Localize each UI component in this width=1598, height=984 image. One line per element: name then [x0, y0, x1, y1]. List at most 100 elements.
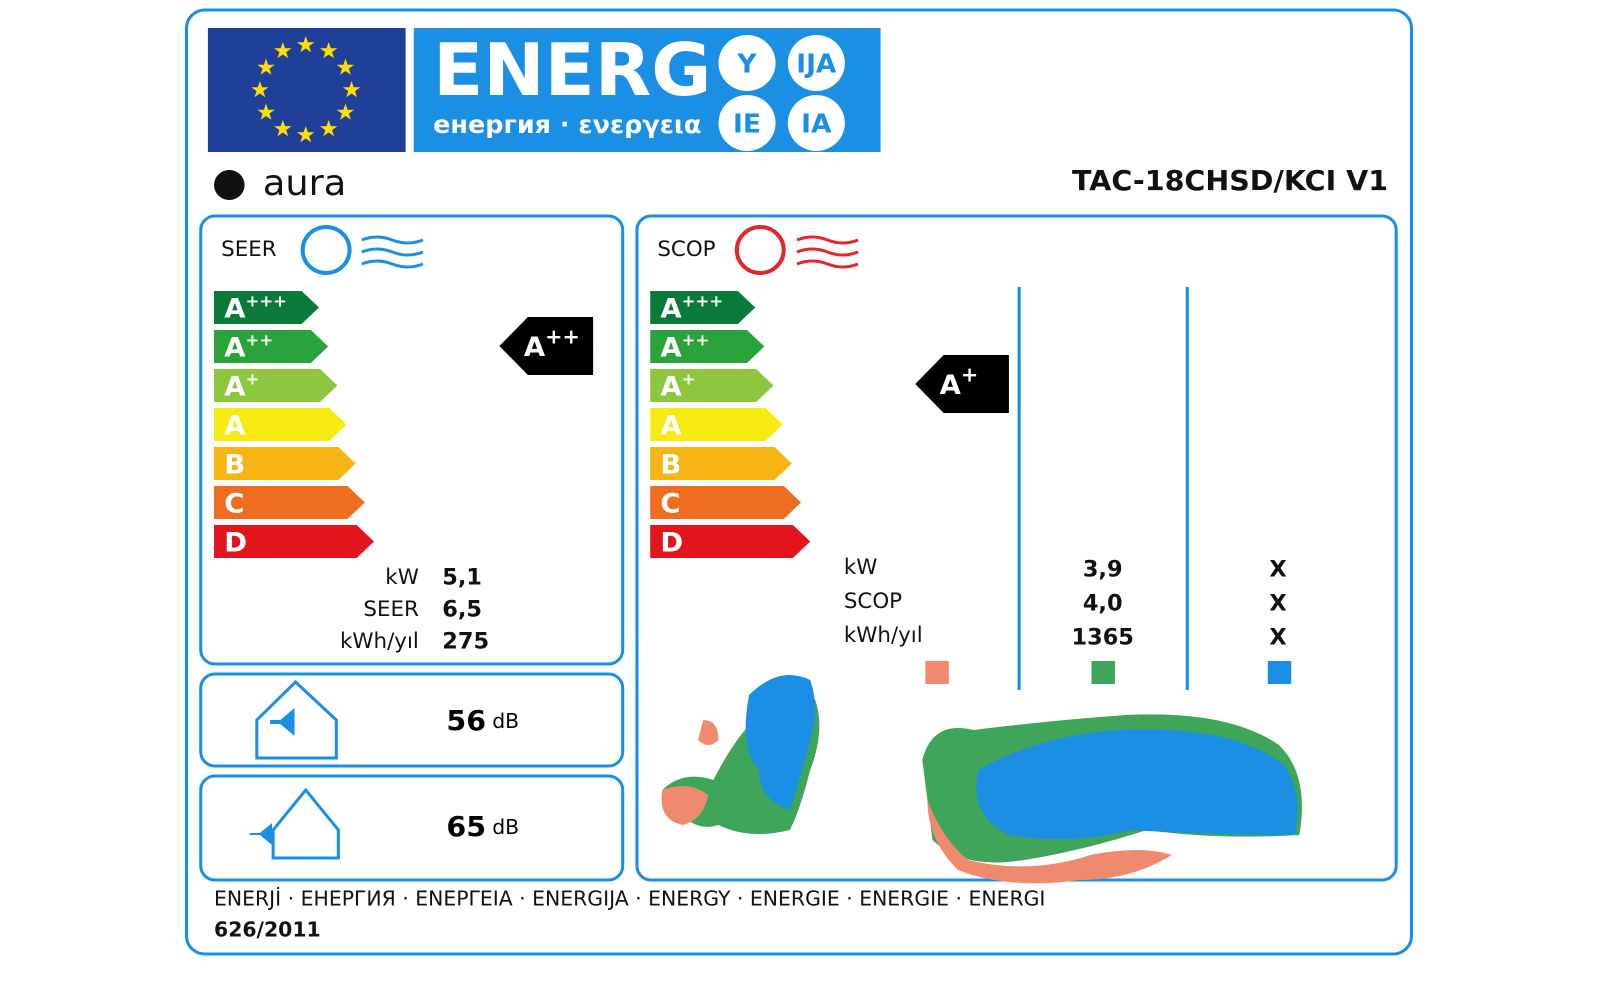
energ-subtitle: енергия · ενεργεια: [433, 110, 701, 139]
class-label: A++: [224, 330, 273, 363]
eu-star: [336, 58, 355, 75]
eu-star: [319, 42, 338, 59]
class-letter: C: [224, 488, 244, 519]
rating-arrow: [499, 317, 594, 375]
class-letter: B: [660, 449, 681, 480]
cool-waves: [361, 235, 424, 269]
suffix-circle: [718, 35, 776, 91]
zone-cold: [1267, 661, 1292, 684]
zone-warm: [925, 661, 949, 684]
class-letter: A: [660, 293, 681, 324]
suffix: IJA: [796, 50, 837, 80]
outdoor-house-icon: [271, 787, 340, 860]
class-plus: ++: [246, 330, 274, 349]
class-label: A+++: [224, 291, 287, 324]
class-arrow: [650, 408, 783, 441]
class-arrow: [650, 447, 792, 480]
class-arrow: [214, 291, 319, 324]
model: TAC-18CHSD/KCI V1: [1072, 164, 1388, 197]
class-arrow: [650, 330, 765, 363]
row-value: 275: [442, 629, 489, 655]
noise-unit: dB: [492, 709, 519, 733]
class-letter: A: [660, 332, 681, 363]
class-letter: D: [224, 527, 247, 558]
class-label: C: [224, 488, 244, 519]
zone-average: [1091, 661, 1115, 684]
eu-star: [296, 126, 315, 143]
eu-star: [257, 103, 275, 120]
energ-title: ENERG: [433, 29, 711, 112]
outdoor-noise-value: 65: [446, 810, 486, 843]
class-plus: ++: [545, 325, 580, 349]
class-arrow: [214, 408, 347, 441]
eu-star: [342, 81, 361, 98]
class-arrow: [214, 525, 375, 558]
eu-star: [251, 81, 269, 98]
suffix: Y: [736, 50, 757, 80]
suffix: IE: [733, 110, 761, 140]
label-frame: [184, 8, 1414, 956]
cooling-label: SEER: [221, 236, 277, 261]
heating-label: SCOP: [657, 236, 715, 261]
indoor-noise-panel: [199, 672, 625, 768]
suffix-circle: [718, 95, 776, 151]
class-label: B: [660, 449, 681, 480]
eu-star: [257, 58, 275, 75]
heat-fan-icon: [734, 225, 786, 275]
indoor-noise: 56 dB: [446, 704, 519, 737]
row-value: X: [1269, 625, 1286, 651]
class-arrow: [650, 291, 756, 324]
row-label: kWh/yıl: [340, 628, 419, 653]
eu-star: [274, 42, 292, 59]
eu-star: [274, 120, 292, 137]
cooling-panel: [199, 214, 625, 666]
class-letter: A: [224, 293, 245, 324]
rating-label: A++: [524, 325, 580, 362]
class-plus: +: [961, 363, 978, 387]
class-label: D: [660, 527, 683, 558]
class-plus: +: [246, 369, 260, 388]
rating-arrow: [915, 355, 1009, 413]
class-letter: A: [224, 332, 245, 363]
class-letter: A: [224, 371, 245, 402]
outdoor-noise-panel: [199, 774, 625, 882]
class-letter: A: [224, 410, 245, 441]
footer-languages: ENERJİ · ЕНЕРГИЯ · ΕΝΕΡΓΕΙΑ · ENERGIJA ·…: [214, 887, 1045, 911]
class-arrow: [214, 330, 329, 363]
heat-waves: [796, 235, 859, 269]
row-label: SEER: [363, 596, 419, 621]
class-label: A++: [660, 330, 709, 363]
brand: aura: [263, 161, 346, 204]
class-arrow: [650, 525, 811, 558]
class-label: A: [660, 410, 681, 441]
row-label: SCOP: [844, 588, 902, 613]
regulation: 626/2011: [214, 918, 321, 942]
class-arrow: [214, 486, 365, 519]
class-label: C: [660, 488, 680, 519]
suffix: IA: [801, 110, 832, 140]
class-plus: +: [682, 369, 696, 388]
row-value: 1365: [1072, 625, 1134, 651]
class-letter: A: [940, 370, 961, 401]
class-arrow: [650, 486, 802, 519]
eu-star: [296, 36, 315, 53]
class-label: D: [224, 527, 247, 558]
class-label: B: [224, 449, 245, 480]
eu-star: [336, 103, 355, 120]
indoor-noise-value: 56: [446, 704, 486, 737]
class-arrow: [650, 369, 774, 402]
row-label: kW: [385, 564, 419, 589]
class-letter: A: [660, 410, 681, 441]
class-label: A+++: [660, 291, 723, 324]
suffix-circle: [787, 35, 845, 91]
rating-label: A+: [940, 363, 979, 400]
class-plus: +++: [246, 291, 287, 310]
class-label: A+: [660, 369, 695, 402]
class-arrow: [214, 369, 338, 402]
row-label: kWh/yıl: [844, 622, 923, 647]
row-value: X: [1269, 557, 1286, 583]
suffix-circle: [787, 95, 845, 151]
brand-logo: [214, 170, 245, 200]
